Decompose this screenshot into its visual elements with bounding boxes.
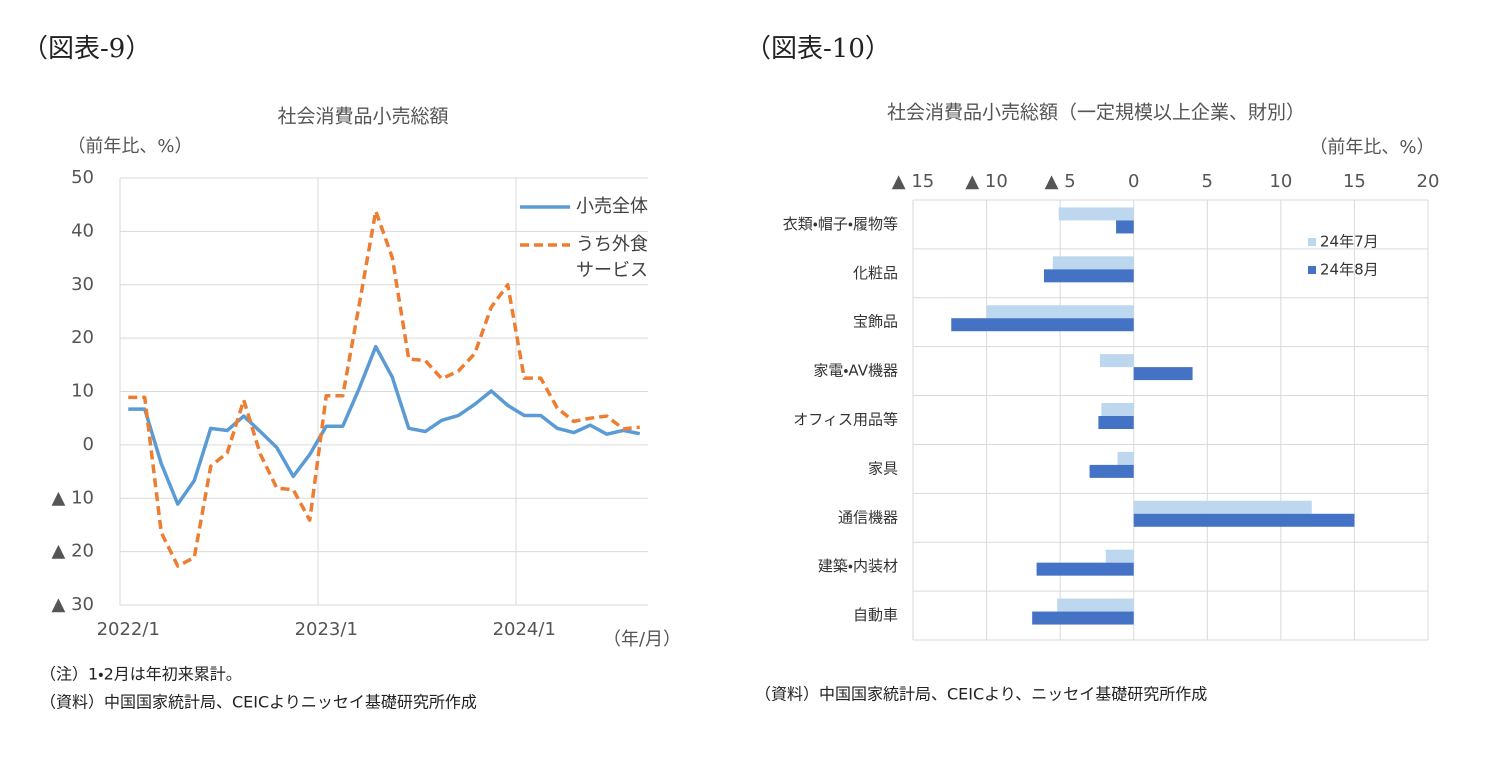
x-tick-label: 2022/1 bbox=[97, 619, 160, 640]
bar bbox=[1032, 611, 1134, 625]
bar bbox=[1052, 256, 1134, 270]
legend-label: 小売全体 bbox=[576, 196, 648, 217]
legend-swatch bbox=[1308, 238, 1316, 246]
y-tick-label: ▲ 10 bbox=[52, 487, 94, 508]
bar bbox=[986, 305, 1134, 319]
y-tick-label: 0 bbox=[83, 434, 94, 455]
source-note: （資料）中国国家統計局、CEICよりニッセイ基礎研究所作成 bbox=[40, 693, 477, 712]
x-tick-label: 2024/1 bbox=[493, 619, 556, 640]
source-note: （注）1・2月は年初来累計。 bbox=[40, 665, 242, 684]
x-axis-label: （年/月） bbox=[603, 629, 681, 650]
chart-title: 社会消費品小売総額 bbox=[277, 106, 448, 128]
x-tick-label: 15 bbox=[1343, 171, 1366, 192]
x-tick-label: 20 bbox=[1417, 171, 1440, 192]
y-tick-label: ▲ 20 bbox=[52, 541, 94, 562]
bar bbox=[1099, 354, 1134, 368]
legend-label: うち外食サービス bbox=[576, 234, 648, 281]
category-label: 宝飾品 bbox=[853, 313, 898, 331]
bar bbox=[1116, 220, 1134, 234]
category-label: 家電・AV機器 bbox=[813, 362, 898, 380]
legend-label: 24年7月 bbox=[1320, 233, 1379, 251]
bar bbox=[1036, 562, 1134, 576]
legend-entry: うち外食サービス bbox=[576, 234, 648, 281]
x-axis-label: （前年比、%） bbox=[1309, 137, 1434, 158]
bar bbox=[1043, 269, 1134, 283]
x-tick-label: ▲ 15 bbox=[892, 171, 934, 192]
category-label: 通信機器 bbox=[838, 508, 898, 526]
source-note: （資料）中国国家統計局、CEICより、ニッセイ基礎研究所作成 bbox=[755, 685, 1207, 704]
bar bbox=[1105, 549, 1134, 563]
bar bbox=[951, 318, 1134, 332]
bar bbox=[1101, 403, 1134, 416]
x-tick-label: ▲ 10 bbox=[965, 171, 1007, 192]
legend-swatch bbox=[1308, 266, 1316, 274]
x-tick-label: 10 bbox=[1269, 171, 1292, 192]
series-line bbox=[128, 344, 641, 506]
bar bbox=[1133, 513, 1355, 527]
series-line bbox=[128, 209, 640, 568]
legend-label: 24年8月 bbox=[1320, 261, 1379, 279]
category-label: 化粧品 bbox=[853, 264, 898, 282]
x-tick-label: ▲ 5 bbox=[1045, 171, 1076, 192]
figure-label: （図表-9） bbox=[22, 34, 151, 64]
category-label: オフィス用品等 bbox=[793, 411, 898, 429]
bar bbox=[1098, 416, 1134, 429]
category-label: 建築・内装材 bbox=[818, 557, 898, 575]
y-tick-label: 30 bbox=[71, 274, 94, 295]
y-tick-label: ▲ 30 bbox=[52, 594, 94, 615]
x-tick-label: 2023/1 bbox=[295, 619, 358, 640]
category-label: 家具 bbox=[868, 459, 898, 477]
category-label: 自動車 bbox=[853, 606, 898, 624]
x-tick-label: 5 bbox=[1202, 171, 1213, 192]
bar bbox=[1133, 367, 1193, 381]
bar bbox=[1057, 598, 1134, 612]
x-tick-label: 0 bbox=[1128, 171, 1139, 192]
bar bbox=[1133, 500, 1312, 514]
bar bbox=[1117, 451, 1134, 465]
y-axis-label: （前年比、%） bbox=[67, 136, 192, 157]
bar bbox=[1058, 207, 1134, 221]
y-tick-label: 10 bbox=[71, 381, 94, 402]
legend-entry: 小売全体 bbox=[576, 196, 648, 217]
y-tick-label: 20 bbox=[71, 327, 94, 348]
bar bbox=[1089, 464, 1134, 478]
category-label: 衣類・帽子・履物等 bbox=[783, 215, 898, 233]
chart-title: 社会消費品小売総額（一定規模以上企業、財別） bbox=[887, 102, 1305, 124]
y-tick-label: 50 bbox=[71, 167, 94, 188]
figure-label: （図表-10） bbox=[745, 34, 891, 64]
y-tick-label: 40 bbox=[71, 220, 94, 241]
